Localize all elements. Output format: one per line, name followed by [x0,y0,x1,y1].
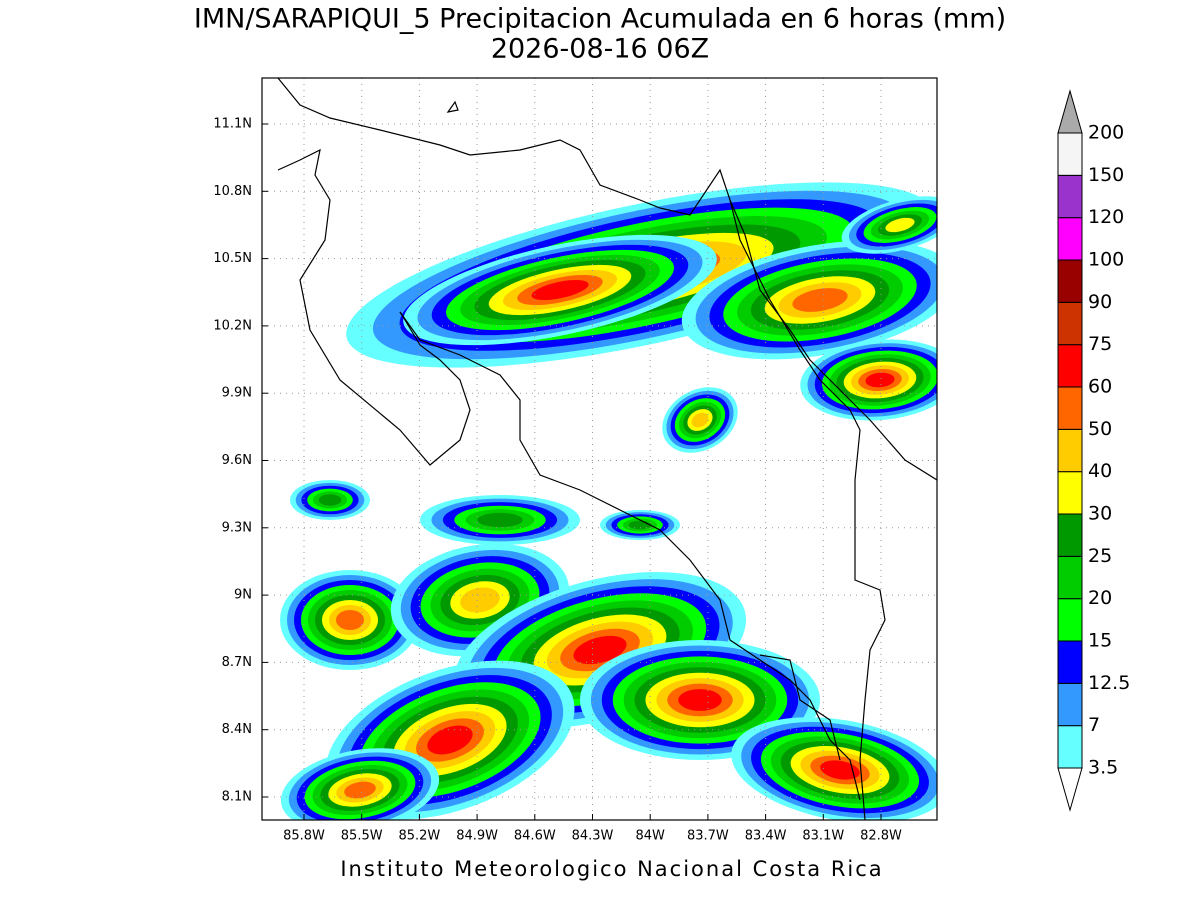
coast-pacific [399,311,861,801]
precip-contour [460,587,500,613]
colorbar-box [1057,428,1083,473]
lat-label: 10.5N [213,251,252,266]
grid [262,78,937,820]
title: IMN/SARAPIQUI_5 Precipitacion Acumulada … [194,4,1006,35]
precip-contour [427,725,473,755]
precip-contour [573,635,627,665]
colorbar-box [1057,640,1083,684]
colorbar-high-triangle [1057,89,1083,134]
axis-labels: 11.1N 10.8N 10.5N 10.2N 9.9N 9.6N 9.3N 9N 8.7N 8.… [213,117,902,844]
lat-label: 11.1N [213,117,252,132]
colorbar-box [1057,174,1083,219]
colorbar-label: 30 [1088,503,1112,525]
footer: Instituto Meteorologico Nacional Costa R… [340,857,883,881]
lon-label: 84.6W [514,829,556,844]
precip-field [280,182,937,820]
colorbar-label: 200 [1088,122,1124,144]
lat-label: 9.9N [222,386,252,401]
precip-contour [820,760,860,780]
lon-label: 85.5W [341,829,383,844]
coast-north [277,78,937,481]
lat-label: 9.3N [222,520,252,535]
colorbar-low-triangle [1057,767,1083,812]
coast-nicoya [277,148,471,466]
lon-label: 84W [635,829,665,844]
precip-contour [691,412,709,428]
colorbar-box [1057,471,1083,515]
lat-label: 10.2N [213,318,252,333]
precip-contour [678,689,722,711]
colorbar-box [1057,217,1083,261]
colorbar-box [1057,386,1083,430]
lon-label: 82.8W [860,829,902,844]
precip-contour [318,494,342,506]
precip-contour [336,610,364,630]
map-frame [261,77,938,821]
precip-contour [531,279,589,301]
colorbar-box [1057,344,1083,388]
lat-label: 9N [234,588,252,603]
colorbar-label: 120 [1088,206,1124,228]
precip-contour [344,781,376,799]
colorbar-label: 20 [1088,587,1112,609]
colorbar-box [1057,132,1083,176]
lon-label: 85.8W [283,829,325,844]
precip-contour [792,288,848,312]
colorbar-label: 25 [1088,545,1112,567]
colorbar-box [1057,513,1083,557]
lon-label: 84.3W [572,829,614,844]
lat-label: 9.6N [222,453,252,468]
colorbar-label: 90 [1088,291,1112,313]
colorbar-label: 75 [1088,333,1112,355]
lon-label: 84.9W [456,829,498,844]
colorbar-box [1057,259,1083,303]
precip-contour [865,372,895,388]
colorbar-label: 3.5 [1088,757,1118,779]
coast-osa [759,654,841,761]
island [446,100,459,113]
colorbar-label: 100 [1088,249,1124,271]
lat-label: 8.1N [222,790,252,805]
colorbar-label: 50 [1088,418,1112,440]
lat-label: 8.4N [222,722,252,737]
colorbar-label: 15 [1088,630,1112,652]
colorbar-label: 12.5 [1088,672,1130,694]
border [729,199,886,820]
lon-label: 85.2W [398,829,440,844]
colorbar-box [1057,725,1083,769]
colorbar-label: 60 [1088,376,1112,398]
precip-contour [477,512,523,528]
lon-label: 83.7W [687,829,729,844]
colorbar-box [1057,598,1083,642]
colorbar-label: 7 [1088,714,1100,736]
colorbar: 3.5 7 12.5 15 20 25 30 40 50 60 75 90 100 120 150 200 [1057,89,1130,812]
colorbar-box [1057,555,1083,600]
colorbar-label: 150 [1088,164,1124,186]
lon-label: 83.1W [802,829,844,844]
lat-label: 8.7N [222,655,252,670]
subtitle: 2026-08-16 06Z [491,34,709,65]
colorbar-box [1057,682,1083,727]
lat-label: 10.8N [213,184,252,199]
colorbar-label: 40 [1088,460,1112,482]
lon-label: 83.4W [745,829,787,844]
coastlines [277,78,937,820]
precip-contour [885,217,915,233]
colorbar-box [1057,301,1083,346]
